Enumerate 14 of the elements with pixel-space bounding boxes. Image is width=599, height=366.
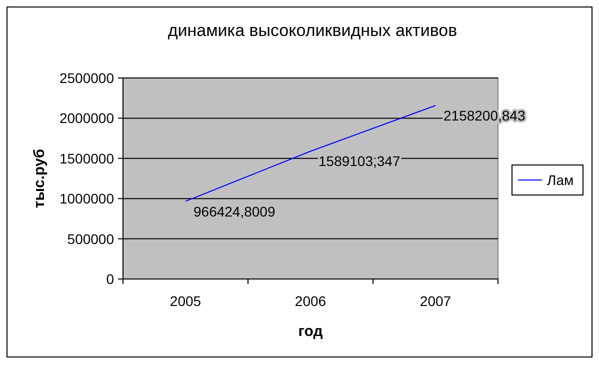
x-tick-label: 2005: [170, 293, 202, 309]
y-tick-label: 1500000: [59, 150, 114, 166]
y-tick-label: 500000: [67, 230, 114, 247]
chart-title: динамика высоколиквидных активов: [168, 21, 458, 40]
y-axis-title: тыс.руб: [31, 148, 48, 208]
y-tick-label: 2500000: [59, 70, 114, 86]
x-tick-label: 2007: [420, 293, 452, 309]
y-tick-label: 2000000: [59, 110, 114, 126]
x-tick-label: 2006: [294, 293, 326, 309]
y-tick-label: 0: [106, 271, 114, 287]
y-tick-label: 1000000: [59, 190, 114, 207]
data-label: 966424,8009: [194, 203, 276, 220]
x-axis-title: год: [298, 323, 324, 340]
legend-label: Лам: [547, 172, 574, 188]
